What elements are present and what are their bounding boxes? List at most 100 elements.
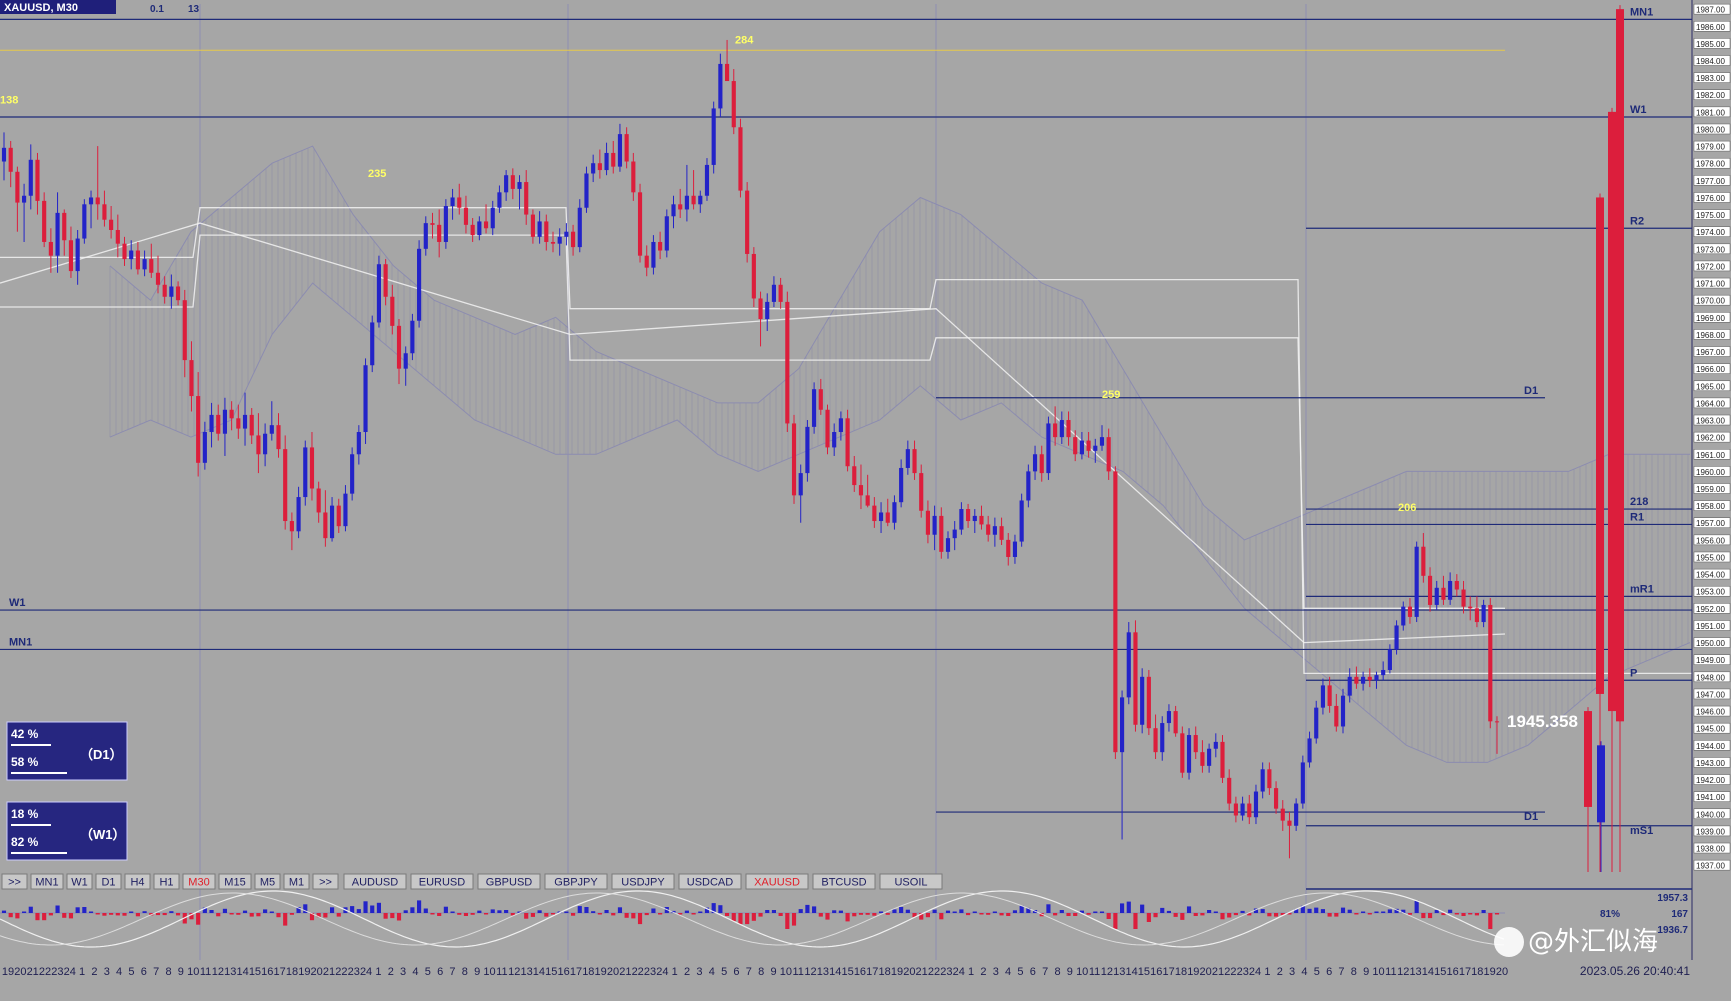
time-tick-label: 24: [360, 966, 372, 978]
candle-body: [1153, 728, 1158, 753]
candle-body: [684, 195, 689, 210]
corner-readout: 0.1: [150, 4, 164, 15]
timeframe-button[interactable]: [312, 873, 339, 890]
candle-body: [276, 425, 281, 450]
symbol-button-label[interactable]: GBPUSD: [486, 877, 533, 889]
candle-body: [1113, 471, 1118, 753]
timeframe-button-label[interactable]: M5: [260, 877, 275, 889]
timeframe-button[interactable]: [153, 873, 180, 890]
time-tick-label: 4: [412, 966, 418, 978]
symbol-button[interactable]: [812, 873, 876, 890]
timeframe-button-label[interactable]: >>: [8, 877, 21, 889]
oscillator-bar: [62, 913, 67, 918]
symbol-button[interactable]: [611, 873, 675, 890]
symbol-button[interactable]: [410, 873, 474, 890]
oscillator-bar: [363, 901, 368, 913]
oscillator-bar: [1300, 905, 1305, 913]
symbol-button-label[interactable]: BTCUSD: [821, 877, 866, 889]
symbol-button-label[interactable]: GBPJPY: [554, 877, 598, 889]
timeframe-button-label[interactable]: M30: [188, 877, 209, 889]
oscillator-bar: [443, 906, 448, 913]
timeframe-button[interactable]: [1, 873, 28, 890]
oscillator-bar: [1166, 910, 1172, 913]
price-tick-label: 1952.00: [1696, 605, 1725, 614]
time-tick-label: 22: [632, 966, 644, 978]
symbol-button-label[interactable]: EURUSD: [419, 877, 466, 889]
timeframe-button[interactable]: [182, 873, 216, 890]
timeframe-button-label[interactable]: D1: [101, 877, 115, 889]
candle-body: [1079, 440, 1084, 455]
time-tick-label: 1: [1264, 966, 1270, 978]
oscillator-bar: [1488, 913, 1493, 929]
timeframe-button[interactable]: [254, 873, 281, 890]
symbol-button[interactable]: [477, 873, 541, 890]
time-tick-label: 16: [261, 966, 273, 978]
candle-body: [979, 515, 984, 525]
symbol-button[interactable]: [879, 873, 943, 890]
price-tick-label: 1961.00: [1696, 451, 1725, 460]
candle-body: [196, 396, 201, 463]
time-tick-label: 23: [348, 966, 360, 978]
symbol-button[interactable]: [544, 873, 608, 890]
time-tick-label: 7: [1042, 966, 1048, 978]
oscillator-bar: [1073, 913, 1078, 916]
time-tick-label: 18: [879, 966, 891, 978]
time-tick-label: 11: [200, 966, 211, 978]
candle-body: [1273, 788, 1279, 809]
count-annotation: 259: [1102, 389, 1120, 401]
symbol-button-label[interactable]: USOIL: [894, 877, 927, 889]
timeframe-button[interactable]: [30, 873, 64, 890]
candle-body: [182, 300, 187, 361]
oscillator-bar: [698, 911, 703, 913]
timeframe-button[interactable]: [124, 873, 151, 890]
candle-body: [711, 108, 716, 165]
candle-body: [1427, 575, 1433, 605]
oscillator-readout: 81%: [1600, 909, 1620, 920]
oscillator-bar: [1079, 910, 1084, 913]
candle-body: [704, 164, 710, 196]
symbol-button[interactable]: [343, 873, 407, 890]
timeframe-button[interactable]: [66, 873, 93, 890]
candle-body: [470, 224, 475, 236]
oscillator-bar: [517, 911, 522, 913]
timeframe-button-label[interactable]: W1: [71, 877, 88, 889]
candle-body: [236, 418, 241, 429]
oscillator-bar: [155, 913, 161, 916]
timeframe-button[interactable]: [283, 873, 310, 890]
timeframe-button-label[interactable]: >>: [319, 877, 332, 889]
candle-body: [1387, 649, 1392, 670]
time-tick-label: 24: [656, 966, 668, 978]
timeframe-button-label[interactable]: M15: [224, 877, 245, 889]
price-tick-box: [1693, 380, 1731, 392]
timeframe-button-label[interactable]: M1: [289, 877, 304, 889]
price-tick-label: 1958.00: [1696, 502, 1725, 511]
time-tick-label: 19: [1187, 966, 1199, 978]
oscillator-bar: [1086, 913, 1091, 915]
timeframe-button-label[interactable]: H4: [130, 877, 144, 889]
symbol-button-label[interactable]: AUDUSD: [352, 877, 399, 889]
candle-body: [631, 161, 636, 193]
price-tick-label: 1951.00: [1696, 622, 1725, 631]
symbol-button-label[interactable]: XAUUSD: [754, 877, 800, 889]
time-tick-label: 11: [793, 966, 804, 978]
symbol-button-label[interactable]: USDJPY: [621, 877, 665, 889]
oscillator-bar: [1160, 907, 1165, 913]
candle-body: [1200, 752, 1205, 766]
candle-body: [671, 204, 676, 217]
oscillator-bar: [309, 913, 315, 921]
timeframe-button[interactable]: [218, 873, 252, 890]
time-tick-label: 15: [545, 966, 557, 978]
corner-readout: 13: [188, 4, 200, 15]
symbol-button[interactable]: [678, 873, 742, 890]
timeframe-button-label[interactable]: MN1: [35, 877, 58, 889]
time-tick-label: 24: [1249, 966, 1261, 978]
timeframe-button-label[interactable]: H1: [159, 877, 173, 889]
timeframe-button[interactable]: [95, 873, 122, 890]
candle-body: [1307, 738, 1312, 763]
symbol-button-label[interactable]: USDCAD: [687, 877, 734, 889]
oscillator-bar: [229, 913, 234, 915]
oscillator-bar: [376, 902, 381, 913]
symbol-button[interactable]: [745, 873, 809, 890]
candle-body: [42, 200, 47, 242]
